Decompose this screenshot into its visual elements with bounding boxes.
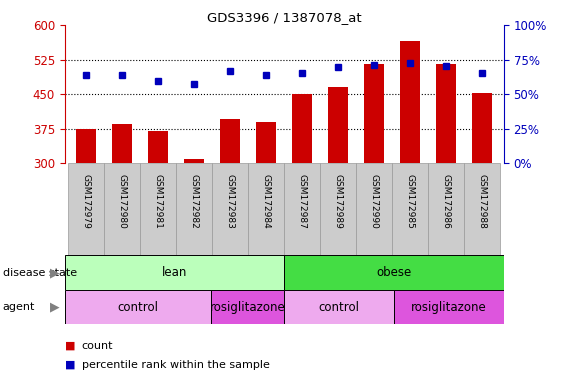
Text: GSM172990: GSM172990 — [370, 174, 379, 229]
Text: obese: obese — [377, 266, 412, 279]
Bar — [185, 159, 204, 163]
Text: control: control — [118, 301, 158, 314]
Bar — [221, 119, 240, 163]
Bar — [284, 290, 394, 324]
Bar — [211, 290, 284, 324]
Text: agent: agent — [3, 302, 35, 312]
Text: GSM172984: GSM172984 — [262, 174, 271, 229]
Bar — [176, 163, 212, 255]
Bar — [65, 290, 211, 324]
Bar — [140, 163, 176, 255]
Text: rosiglitazone: rosiglitazone — [411, 301, 487, 314]
Bar — [394, 290, 504, 324]
Text: GSM172980: GSM172980 — [118, 174, 127, 229]
Text: ■: ■ — [65, 360, 75, 370]
Text: GSM172981: GSM172981 — [154, 174, 163, 229]
Bar — [400, 41, 420, 163]
Text: GSM172987: GSM172987 — [298, 174, 307, 229]
Bar — [65, 255, 284, 290]
Bar — [436, 64, 456, 163]
Text: ■: ■ — [65, 341, 75, 351]
Bar — [464, 163, 501, 255]
Bar — [428, 163, 464, 255]
Text: ▶: ▶ — [50, 266, 59, 279]
Text: count: count — [82, 341, 113, 351]
Bar — [212, 163, 248, 255]
Text: ▶: ▶ — [50, 301, 59, 314]
Bar — [284, 255, 504, 290]
Bar — [328, 87, 348, 163]
Bar — [392, 163, 428, 255]
Text: lean: lean — [162, 266, 187, 279]
Bar — [364, 64, 384, 163]
Text: GSM172985: GSM172985 — [406, 174, 415, 229]
Text: GSM172989: GSM172989 — [334, 174, 343, 229]
Bar — [149, 131, 168, 163]
Bar — [256, 122, 276, 163]
Text: GSM172982: GSM172982 — [190, 174, 199, 229]
Text: GSM172988: GSM172988 — [478, 174, 487, 229]
Text: GSM172983: GSM172983 — [226, 174, 235, 229]
Text: percentile rank within the sample: percentile rank within the sample — [82, 360, 270, 370]
Bar — [248, 163, 284, 255]
Bar — [113, 124, 132, 163]
Text: disease state: disease state — [3, 268, 77, 278]
Text: GSM172979: GSM172979 — [82, 174, 91, 229]
Bar — [356, 163, 392, 255]
Title: GDS3396 / 1387078_at: GDS3396 / 1387078_at — [207, 11, 361, 24]
Text: GSM172986: GSM172986 — [442, 174, 451, 229]
Text: control: control — [319, 301, 360, 314]
Bar — [104, 163, 140, 255]
Bar — [68, 163, 104, 255]
Text: rosiglitazone: rosiglitazone — [210, 301, 285, 314]
Bar — [472, 93, 492, 163]
Bar — [292, 94, 312, 163]
Bar — [320, 163, 356, 255]
Bar — [284, 163, 320, 255]
Bar — [77, 129, 96, 163]
